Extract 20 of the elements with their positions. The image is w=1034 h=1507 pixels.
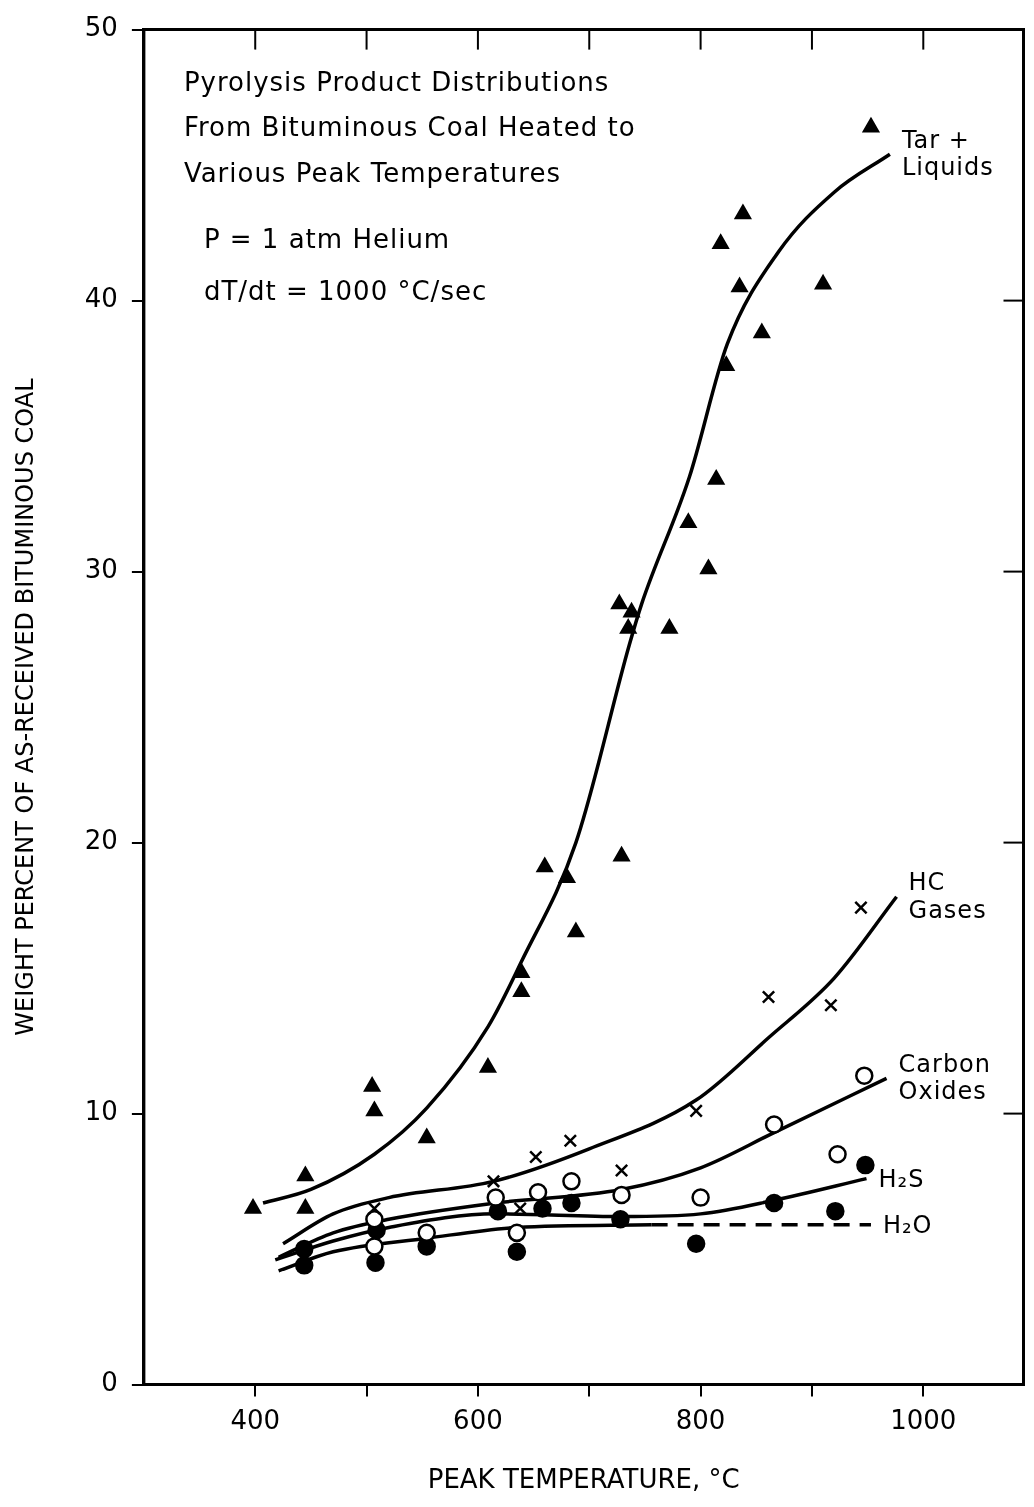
x-axis-title: PEAK TEMPERATURE, °C — [427, 1464, 740, 1495]
x-tick-label: 1000 — [890, 1404, 957, 1435]
y-tick-label: 40 — [84, 283, 118, 314]
series-label: H₂O — [882, 1210, 933, 1239]
annotation: dT/dt = 1000 °C/sec — [203, 274, 488, 308]
y-axis-title: WEIGHT PERCENT OF AS-RECEIVED BITUMINOUS COAL — [10, 377, 39, 1036]
series-label: Carbon Oxides — [898, 1049, 992, 1107]
series-label: H₂S — [878, 1164, 925, 1193]
y-tick-label: 10 — [84, 1096, 118, 1127]
x-tick-label: 400 — [230, 1404, 281, 1435]
series-label: HC Gases — [908, 868, 988, 925]
annotation: P = 1 atm Helium — [203, 222, 451, 256]
x-tick-label: 800 — [675, 1404, 726, 1435]
y-tick-label: 50 — [84, 12, 118, 43]
y-tick-label: 20 — [84, 825, 118, 856]
y-tick-label: 30 — [84, 554, 118, 585]
y-tick-label: 0 — [101, 1367, 118, 1398]
series-label: Tar + Liquids — [901, 125, 995, 182]
x-tick-label: 600 — [453, 1404, 503, 1435]
text: Pyrolysis Product Distributions From Bituminous Coal Heated to Various Peak Temperatures — [183, 65, 636, 190]
